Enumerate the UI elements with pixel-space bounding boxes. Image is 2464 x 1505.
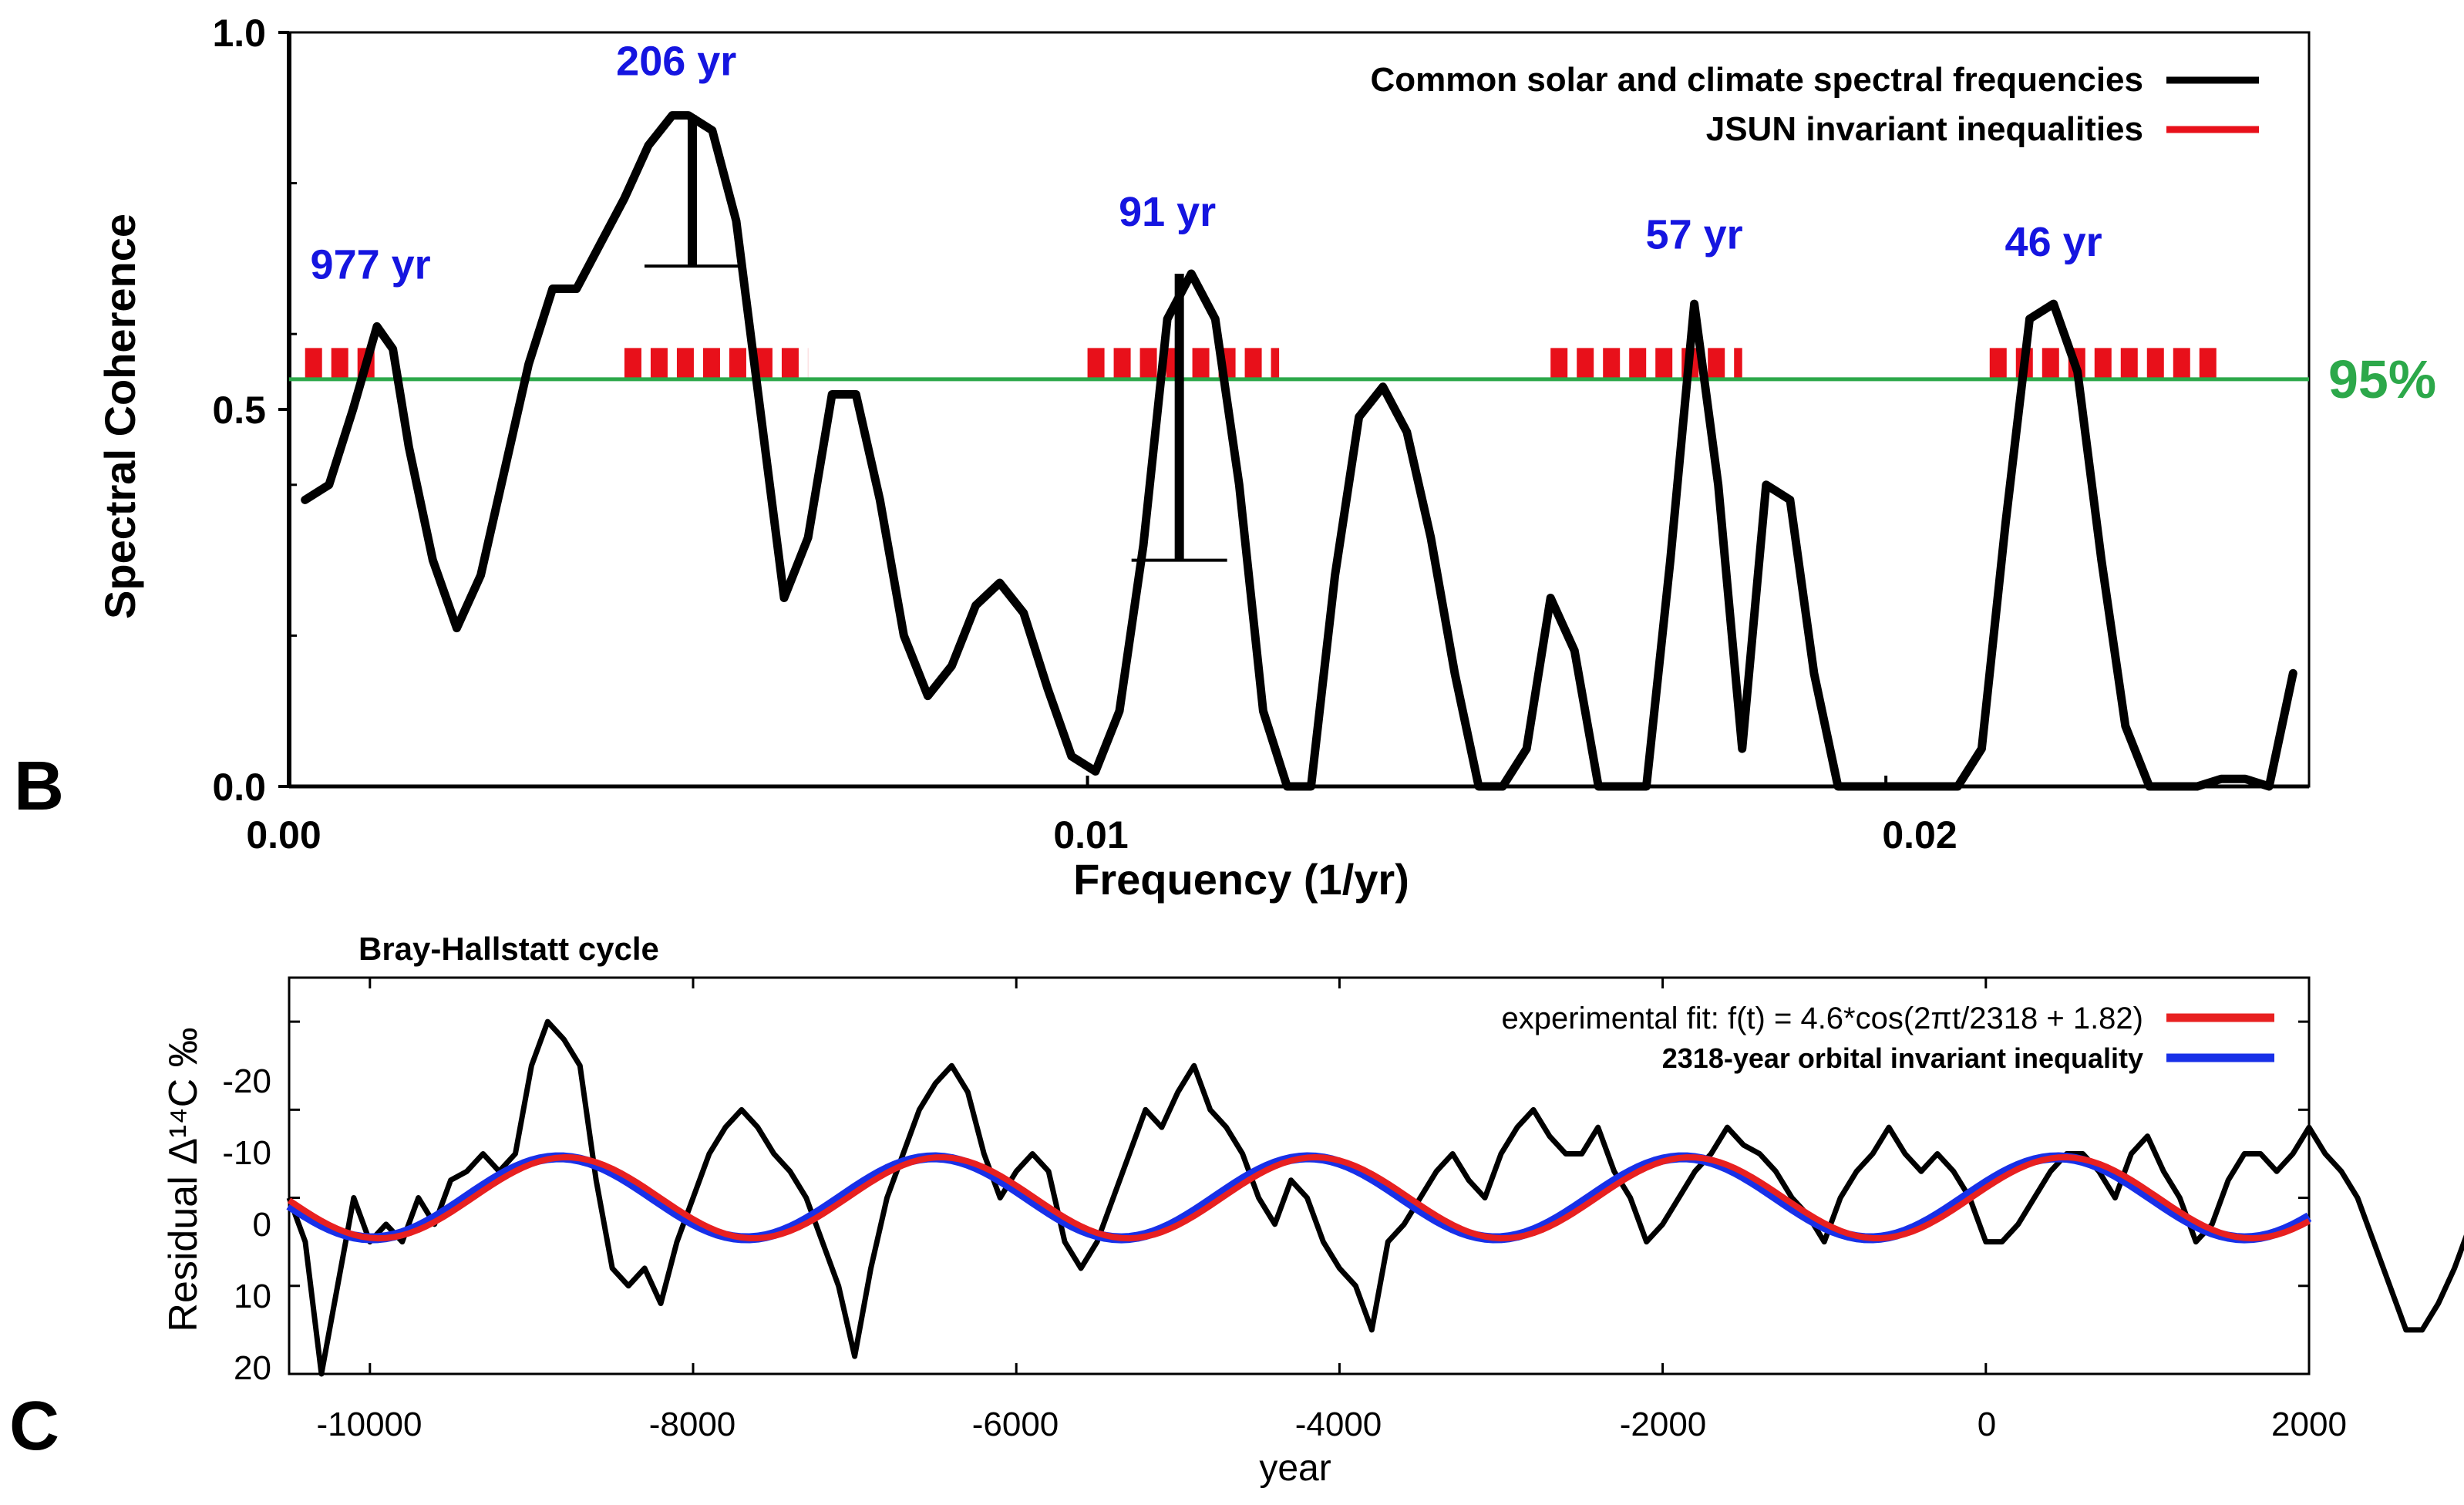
- peak-label-1: 206 yr: [616, 38, 736, 84]
- c-y-tick-label-4: 20: [234, 1349, 271, 1387]
- c-x-tick-label-5: 0: [1978, 1406, 1996, 1443]
- residual-series-line: [286, 1018, 2464, 1377]
- b-x-axis-title: Frequency (1/yr): [1073, 855, 1409, 904]
- c-y-axis-title: Residual Δ¹⁴C ‰: [161, 1027, 206, 1332]
- panel-c-frame: [288, 976, 2311, 1375]
- c-y-tick-label-3: 10: [234, 1278, 271, 1315]
- significance-label: 95%: [2328, 349, 2436, 409]
- legend-common-frequencies-label: Common solar and climate spectral freque…: [1370, 61, 2143, 99]
- b-y-tick-label-2: 1.0: [212, 12, 266, 55]
- legend-jsun-label: JSUN invariant inequalities: [1706, 110, 2143, 148]
- c-x-tick-label-6: 2000: [2271, 1406, 2347, 1443]
- c-x-tick-label-1: -8000: [649, 1406, 736, 1443]
- c-y-tick-label-1: -10: [222, 1134, 271, 1172]
- panel-c-letter: C: [9, 1388, 59, 1465]
- c-x-axis-title: year: [1259, 1448, 1331, 1489]
- b-y-tick-label-1: 0.5: [212, 389, 266, 432]
- panel-b-letter: B: [14, 748, 64, 825]
- b-x-tick-label-0: 0.00: [246, 813, 321, 857]
- peak-label-0: 977 yr: [311, 241, 431, 288]
- panel-b-legend: Common solar and climate spectral freque…: [1370, 61, 2259, 148]
- coherence-series-line: [301, 111, 2297, 791]
- panel-b: B 0.0 0.5 1.0 0.00 0.01 0.02 Frequency (…: [14, 12, 2436, 904]
- peak-label-3: 57 yr: [1646, 211, 1743, 258]
- panel-c: C Bray-Hallstatt cycle -20 -10 0 10 20 -…: [9, 931, 2464, 1489]
- panel-c-title: Bray-Hallstatt cycle: [358, 931, 659, 967]
- panel-c-legend: experimental fit: f(t) = 4.6*cos(2πt/231…: [1502, 1002, 2274, 1074]
- error-bars: [644, 115, 1227, 562]
- c-x-tick-label-4: -2000: [1620, 1406, 1707, 1443]
- peak-label-4: 46 yr: [2005, 219, 2102, 265]
- b-x-tick-label-1: 0.01: [1053, 813, 1128, 857]
- peak-labels: 977 yr 206 yr 91 yr 57 yr 46 yr: [311, 38, 2102, 288]
- b-y-axis-title: Spectral Coherence: [96, 214, 144, 619]
- c-x-tick-label-3: -4000: [1295, 1406, 1382, 1443]
- legend-experimental-fit-label: experimental fit: f(t) = 4.6*cos(2πt/231…: [1502, 1002, 2143, 1035]
- legend-orbital-inequality-label: 2318-year orbital invariant inequality: [1662, 1042, 2143, 1074]
- experimental-fit-curve: [287, 1154, 2311, 1242]
- c-x-tick-label-0: -10000: [316, 1406, 422, 1443]
- b-y-tick-label-0: 0.0: [212, 766, 266, 809]
- c-y-tick-label-0: -20: [222, 1062, 271, 1100]
- b-x-tick-label-2: 0.02: [1882, 813, 1957, 857]
- c-y-tick-label-2: 0: [253, 1206, 271, 1244]
- peak-label-2: 91 yr: [1119, 189, 1216, 235]
- c-x-tick-label-2: -6000: [972, 1406, 1059, 1443]
